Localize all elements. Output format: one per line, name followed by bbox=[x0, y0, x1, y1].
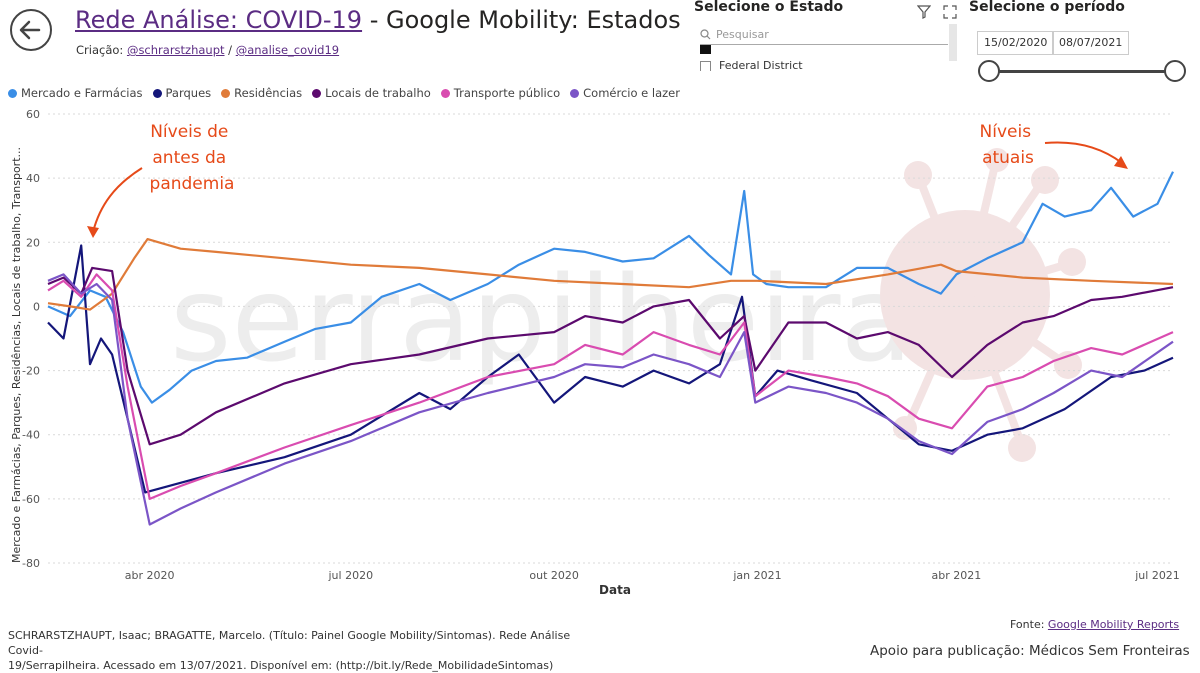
legend-label: Comércio e lazer bbox=[583, 86, 680, 100]
x-tick-label: jul 2020 bbox=[328, 569, 374, 582]
chart-annotations: Níveis de antes da pandemia Níveis atuai… bbox=[87, 122, 1128, 238]
citation-text: SCHRARSTZHAUPT, Isaac; BRAGATTE, Marcelo… bbox=[8, 628, 608, 673]
legend-item-0[interactable]: Mercado e Farmácias bbox=[8, 86, 143, 100]
filter-icon[interactable] bbox=[917, 5, 931, 19]
x-axis-ticks: abr 2020 jul 2020 out 2020 jan 2021 abr 2021… bbox=[125, 569, 1180, 582]
legend-dot bbox=[221, 88, 231, 98]
x-tick-label: out 2020 bbox=[529, 569, 579, 582]
start-date-input[interactable]: 15/02/2020 bbox=[977, 31, 1055, 55]
chart-legend: Mercado e Farmácias Parques Residências Loc… bbox=[8, 86, 680, 100]
annotation-before-line1: Níveis de bbox=[150, 122, 228, 142]
legend-item-2[interactable]: Residências bbox=[221, 86, 302, 100]
annotation-current-line2: atuais bbox=[982, 148, 1034, 168]
citation-line2: 19/Serrapilheira. Acessado em 13/07/2021… bbox=[8, 659, 554, 672]
credit-user2-link[interactable]: @analise_covid19 bbox=[235, 43, 340, 57]
watermark: serrapilheira bbox=[170, 148, 1086, 462]
series-line-3 bbox=[47, 266, 1174, 446]
state-list-scrollbar[interactable] bbox=[949, 24, 957, 61]
citation-line1: SCHRARSTZHAUPT, Isaac; BRAGATTE, Marcelo… bbox=[8, 629, 571, 657]
source-line: Fonte: Google Mobility Reports bbox=[1010, 618, 1179, 631]
y-axis-ticks: 60 40 20 0 -20 -40 -60 -80 bbox=[22, 108, 40, 570]
annotation-current-arrow bbox=[1044, 141, 1123, 164]
legend-dot bbox=[8, 88, 17, 98]
annotation-current-arrowhead bbox=[1114, 156, 1128, 169]
y-tick-label: 40 bbox=[26, 172, 40, 185]
state-filter-title: Selecione o Estado bbox=[694, 0, 844, 15]
search-placeholder: Pesquisar bbox=[716, 27, 769, 41]
period-filter-title: Selecione o período bbox=[969, 0, 1125, 15]
end-date-input[interactable]: 08/07/2021 bbox=[1052, 31, 1130, 55]
legend-item-5[interactable]: Comércio e lazer bbox=[570, 86, 680, 100]
credit-prefix: Criação: bbox=[76, 43, 127, 57]
search-icon bbox=[700, 28, 711, 39]
focus-mode-icon[interactable] bbox=[943, 5, 957, 19]
legend-item-3[interactable]: Locais de trabalho bbox=[312, 86, 431, 100]
y-tick-label: -20 bbox=[22, 365, 40, 378]
annotation-before-arrow bbox=[92, 167, 143, 233]
source-link[interactable]: Google Mobility Reports bbox=[1047, 618, 1180, 631]
state-checkbox[interactable] bbox=[700, 61, 711, 71]
series-line-0 bbox=[47, 171, 1174, 404]
x-tick-label: abr 2021 bbox=[932, 569, 982, 582]
y-tick-label: -80 bbox=[22, 557, 40, 570]
annotation-before-pandemic: Níveis de antes da pandemia bbox=[150, 122, 235, 194]
series-line-2 bbox=[47, 238, 1174, 311]
series-line-5 bbox=[47, 273, 1174, 526]
source-prefix: Fonte: bbox=[1010, 618, 1048, 631]
x-tick-label: jul 2021 bbox=[1134, 569, 1180, 582]
annotation-before-line2: antes da bbox=[152, 148, 226, 168]
period-slider-track[interactable] bbox=[988, 70, 1174, 73]
legend-item-4[interactable]: Transporte público bbox=[440, 86, 561, 100]
credit-line: Criação: @schrarstzhaupt / @analise_covi… bbox=[76, 43, 339, 57]
y-tick-label: 60 bbox=[26, 108, 40, 121]
series-line-4 bbox=[47, 273, 1174, 500]
legend-label: Mercado e Farmácias bbox=[21, 86, 143, 100]
virus-watermark-icon bbox=[880, 148, 1086, 462]
back-button[interactable] bbox=[10, 9, 52, 51]
y-axis-label: Mercado e Farmácias, Parques, Residência… bbox=[10, 147, 23, 563]
legend-label: Transporte público bbox=[453, 86, 561, 100]
title-rest: - Google Mobility: Estados bbox=[362, 6, 681, 34]
legend-label: Residências bbox=[234, 86, 303, 100]
annotation-before-arrowhead bbox=[87, 226, 99, 238]
legend-label: Locais de trabalho bbox=[325, 86, 431, 100]
mobility-line-chart: serrapilheira 60 40 20 0 -20 -40 -60 -80 abr 20… bbox=[10, 108, 1180, 597]
title-link[interactable]: Rede Análise: COVID-19 bbox=[75, 6, 363, 34]
legend-dot bbox=[312, 88, 322, 98]
legend-dot bbox=[570, 88, 580, 98]
legend-dot bbox=[152, 88, 162, 98]
x-axis-label: Data bbox=[599, 583, 631, 597]
legend-label: Parques bbox=[165, 86, 212, 100]
watermark-text: serrapilheira bbox=[170, 250, 913, 388]
state-item-label: Federal District bbox=[719, 59, 803, 71]
chart-series bbox=[47, 171, 1174, 526]
y-tick-label: 20 bbox=[26, 236, 40, 249]
annotation-current-line1: Níveis bbox=[980, 122, 1032, 142]
page-title: Rede Análise: COVID-19 - Google Mobility… bbox=[75, 6, 681, 34]
x-tick-label: abr 2020 bbox=[125, 569, 175, 582]
y-tick-label: -40 bbox=[22, 429, 40, 442]
annotation-before-line3: pandemia bbox=[150, 174, 235, 194]
x-tick-label: jan 2021 bbox=[732, 569, 781, 582]
credit-user1-link[interactable]: @schrarstzhaupt bbox=[126, 43, 225, 57]
period-slider-end-handle[interactable] bbox=[1164, 60, 1186, 82]
y-tick-label: -60 bbox=[22, 493, 40, 506]
state-list-item[interactable]: Federal District bbox=[700, 59, 900, 71]
state-search-input[interactable]: Pesquisar bbox=[700, 24, 948, 45]
legend-dot bbox=[440, 88, 450, 98]
selected-state-marker bbox=[700, 45, 711, 54]
y-tick-label: 0 bbox=[33, 300, 40, 313]
legend-item-1[interactable]: Parques bbox=[152, 86, 212, 100]
annotation-current-levels: Níveis atuais bbox=[980, 122, 1037, 168]
period-slider-start-handle[interactable] bbox=[978, 60, 1000, 82]
support-text: Apoio para publicação: Médicos Sem Front… bbox=[870, 643, 1190, 659]
arrow-left-icon bbox=[19, 20, 41, 40]
credit-separator: / bbox=[224, 43, 236, 57]
